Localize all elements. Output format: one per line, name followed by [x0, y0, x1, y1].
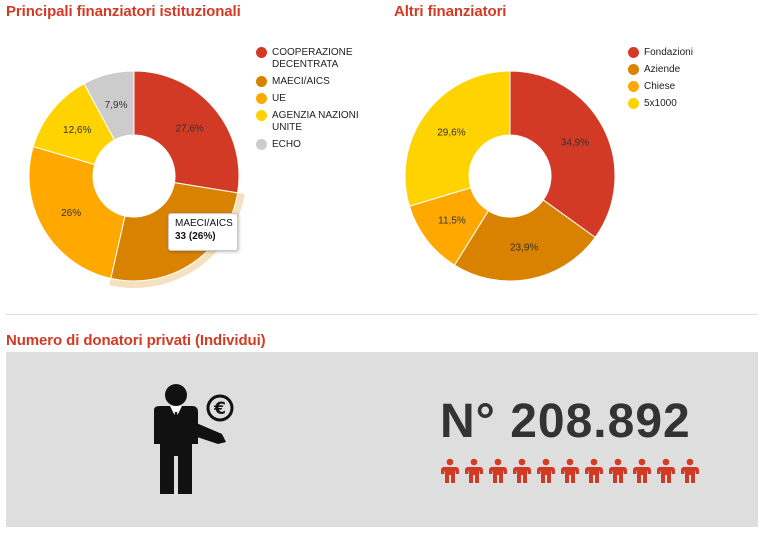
chart2-legend-marker-3 — [628, 98, 639, 109]
chart2-slice-label-2: 11,5% — [438, 215, 466, 226]
chart2-slice-label-0: 34,9% — [561, 138, 589, 149]
chart1-legend-marker-4 — [256, 139, 267, 150]
person-icon — [657, 458, 675, 483]
donor-euro-icon: € — [154, 384, 234, 494]
chart1-slice-label-0: 27,6% — [175, 124, 203, 135]
chart1-legend-marker-1 — [256, 76, 267, 87]
chart1-legend-item-0[interactable]: COOPERAZIONE DECENTRATA — [256, 47, 376, 71]
section-divider — [6, 314, 758, 315]
chart1-legend-item-4[interactable]: ECHO — [256, 139, 376, 151]
donors-panel: € N° 208.892 — [6, 352, 758, 527]
chart1-legend-label-1: MAECI/AICS — [272, 76, 330, 87]
other-funders-donut: 34,9% 23,9% 11,5% 29,6% — [404, 70, 616, 282]
chart2-slice-0[interactable] — [509, 70, 616, 239]
chart1-slice-2[interactable] — [28, 145, 126, 280]
chart1-legend-label-2: UE — [272, 93, 286, 104]
chart2-legend-label-1: Aziende — [644, 64, 681, 75]
tooltip-value: 33 (26%) — [175, 231, 216, 242]
person-icon — [537, 458, 555, 483]
chart2-legend-item-2[interactable]: Chiese — [628, 81, 738, 93]
chart-tooltip: MAECI/AICS 33 (26%) — [168, 213, 238, 251]
chart2-legend-label-0: Fondazioni — [644, 47, 693, 58]
chart2-legend-label-3: 5x1000 — [644, 98, 677, 109]
person-icon — [489, 458, 507, 483]
person-icon — [585, 458, 603, 483]
chart2-legend-item-1[interactable]: Aziende — [628, 64, 738, 76]
chart1-legend: COOPERAZIONE DECENTRATA MAECI/AICS UE AGENZ… — [256, 47, 376, 156]
chart2-legend-label-2: Chiese — [644, 81, 676, 92]
person-icon — [681, 458, 699, 483]
chart1-slice-4[interactable] — [83, 70, 135, 141]
chart1-legend-item-1[interactable]: MAECI/AICS — [256, 76, 376, 88]
chart1-legend-label-3: AGENZIA NAZIONI UNITE — [272, 110, 359, 133]
person-icon — [633, 458, 651, 483]
chart2-slice-label-3: 29,6% — [437, 127, 465, 138]
chart1-slice-label-4: 7,9% — [105, 100, 128, 111]
tooltip-category: MAECI/AICS — [175, 218, 233, 229]
donor-count: N° 208.892 — [440, 395, 691, 448]
chart2-slice-label-1: 23,9% — [510, 243, 538, 254]
person-icon — [465, 458, 483, 483]
chart1-legend-label-0: COOPERAZIONE DECENTRATA — [272, 47, 353, 70]
people-icons-row — [440, 458, 700, 484]
chart2-legend-marker-1 — [628, 64, 639, 75]
chart1-slice-0[interactable] — [133, 70, 240, 194]
chart2-legend-item-3[interactable]: 5x1000 — [628, 98, 738, 110]
donors-title: Numero di donatori privati (Individui) — [6, 332, 266, 349]
person-icon — [441, 458, 459, 483]
chart2-legend-marker-0 — [628, 47, 639, 58]
chart1-legend-item-2[interactable]: UE — [256, 93, 376, 105]
chart2-title: Altri finanziatori — [394, 3, 507, 20]
chart2-legend-item-0[interactable]: Fondazioni — [628, 47, 738, 59]
chart2-slice-1[interactable] — [453, 199, 596, 282]
svg-text:€: € — [213, 399, 226, 419]
chart1-title: Principali finanziatori istituzionali — [6, 3, 241, 20]
chart1-slice-label-2: 26% — [61, 208, 81, 219]
chart1-slice-label-3: 12,6% — [63, 125, 91, 136]
chart2-slice-3[interactable] — [404, 70, 511, 207]
chart1-legend-marker-0 — [256, 47, 267, 58]
chart1-legend-marker-2 — [256, 93, 267, 104]
chart2-legend: Fondazioni Aziende Chiese 5x1000 — [628, 47, 738, 115]
chart1-legend-marker-3 — [256, 110, 267, 121]
person-icon — [609, 458, 627, 483]
person-icon — [561, 458, 579, 483]
chart2-legend-marker-2 — [628, 81, 639, 92]
person-icon — [513, 458, 531, 483]
institutional-funders-donut: 27,6% 26% 12,6% 7,9% — [28, 70, 245, 288]
chart1-legend-label-4: ECHO — [272, 139, 301, 150]
chart1-legend-item-3[interactable]: AGENZIA NAZIONI UNITE — [256, 110, 376, 134]
